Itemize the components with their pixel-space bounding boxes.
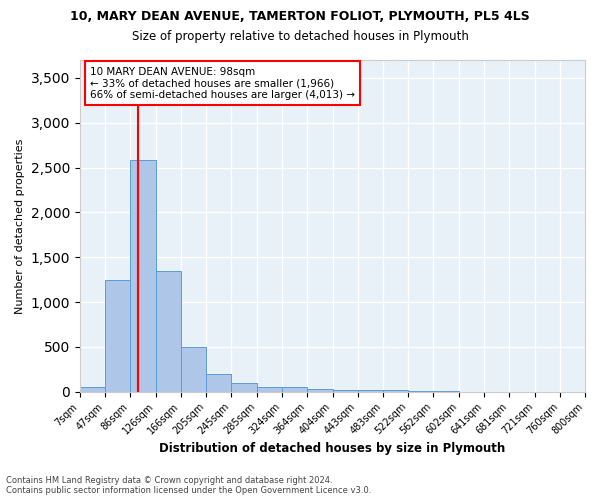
Bar	[105, 280, 130, 392]
Text: Size of property relative to detached houses in Plymouth: Size of property relative to detached ho…	[131, 30, 469, 43]
Bar	[257, 387, 282, 392]
X-axis label: Distribution of detached houses by size in Plymouth: Distribution of detached houses by size …	[159, 442, 506, 455]
Bar	[155, 270, 181, 392]
Text: 10, MARY DEAN AVENUE, TAMERTON FOLIOT, PLYMOUTH, PL5 4LS: 10, MARY DEAN AVENUE, TAMERTON FOLIOT, P…	[70, 10, 530, 23]
Bar	[383, 390, 408, 392]
Bar	[232, 383, 257, 392]
Bar	[282, 387, 307, 392]
Text: 10 MARY DEAN AVENUE: 98sqm
← 33% of detached houses are smaller (1,966)
66% of s: 10 MARY DEAN AVENUE: 98sqm ← 33% of deta…	[90, 66, 355, 100]
Bar	[206, 374, 232, 392]
Bar	[358, 390, 383, 392]
Bar	[181, 347, 206, 392]
Text: Contains HM Land Registry data © Crown copyright and database right 2024.
Contai: Contains HM Land Registry data © Crown c…	[6, 476, 371, 495]
Y-axis label: Number of detached properties: Number of detached properties	[15, 138, 25, 314]
Bar	[333, 390, 358, 392]
Bar	[130, 160, 155, 392]
Bar	[80, 387, 105, 392]
Bar	[307, 389, 333, 392]
